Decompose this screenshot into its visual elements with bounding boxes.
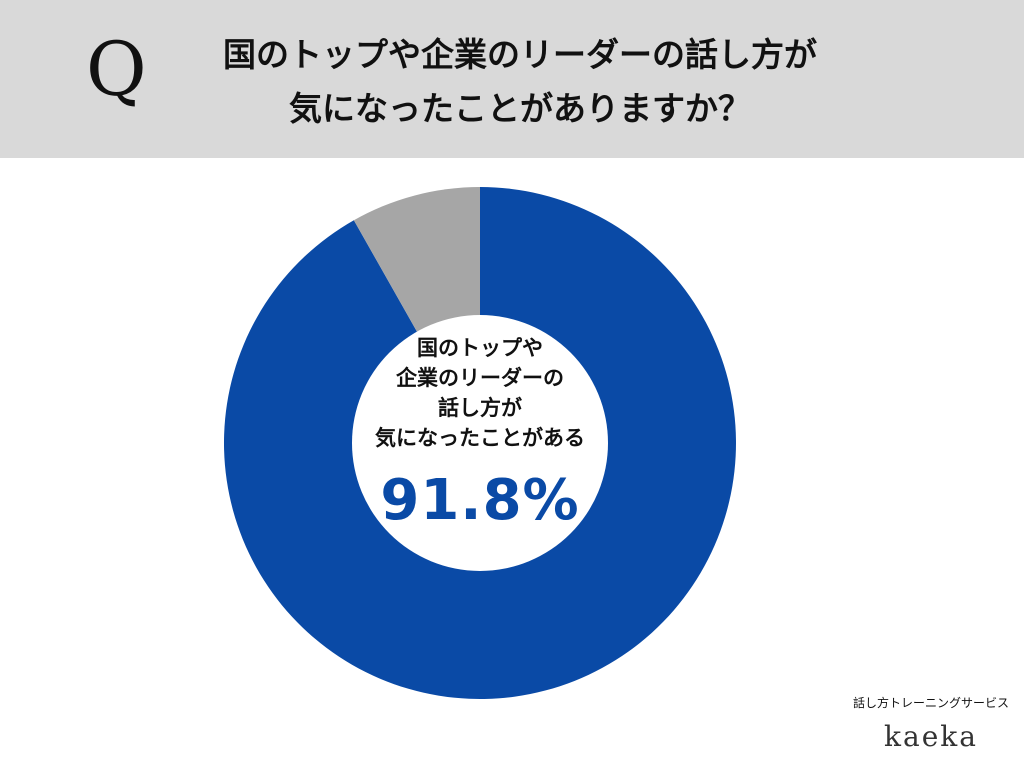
donut-hole [352, 315, 608, 571]
center-label-line-4: 気になったことがある [375, 426, 585, 450]
q-mark: Q [86, 27, 147, 113]
question-header: Q 国のトップや企業のリーダーの話し方が 気になったことがありますか？ [0, 0, 1024, 158]
center-label-line-3: 話し方が [438, 396, 522, 420]
center-label: 国のトップや 企業のリーダーの 話し方が 気になったことがある 91.8% [330, 333, 630, 533]
brand-block: 話し方トレーニングサービス kaeka [846, 694, 1016, 754]
question-line-1: 国のトップや企業のリーダーの話し方が [223, 35, 817, 74]
center-label-line-1: 国のトップや [417, 336, 543, 360]
brand-service-name: 話し方トレーニングサービス [852, 696, 1009, 710]
center-percentage: 91.8% [380, 468, 580, 533]
center-label-line-2: 企業のリーダーの [396, 366, 564, 390]
question-text: 国のトップや企業のリーダーの話し方が 気になったことがありますか？ [170, 28, 870, 136]
question-line-2: 気になったことがありますか？ [289, 89, 751, 128]
brand-logo: kaeka [884, 720, 978, 753]
